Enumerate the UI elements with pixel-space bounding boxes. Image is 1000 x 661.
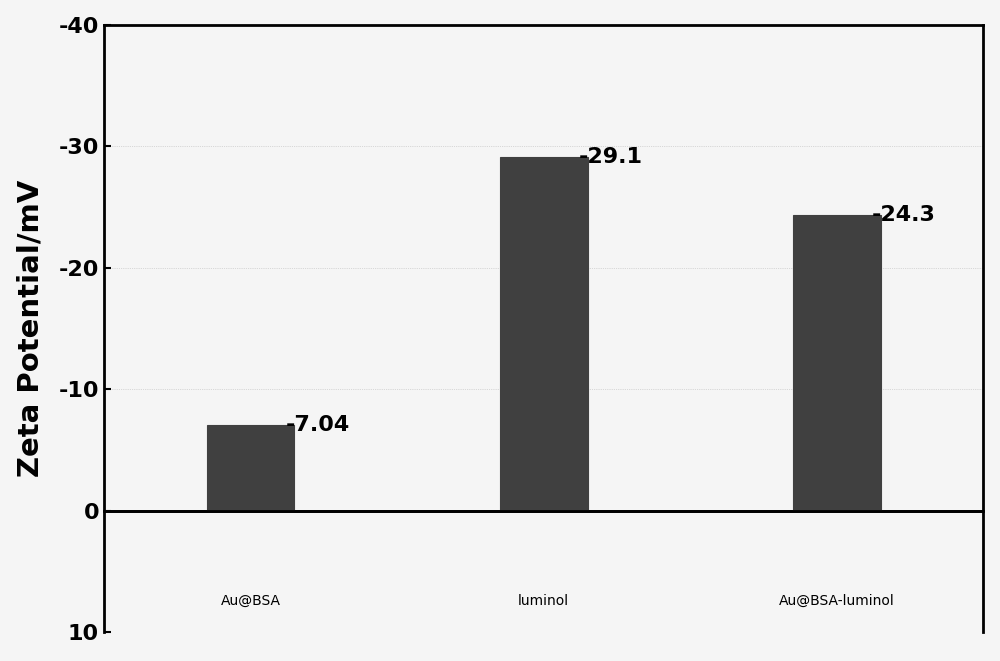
Text: -7.04: -7.04 — [286, 415, 350, 435]
Bar — [207, 425, 294, 511]
Text: -24.3: -24.3 — [872, 205, 936, 225]
Y-axis label: Zeta Potential/mV: Zeta Potential/mV — [17, 180, 45, 477]
Text: -29.1: -29.1 — [579, 147, 643, 167]
Bar — [793, 215, 881, 511]
Bar — [500, 157, 588, 511]
